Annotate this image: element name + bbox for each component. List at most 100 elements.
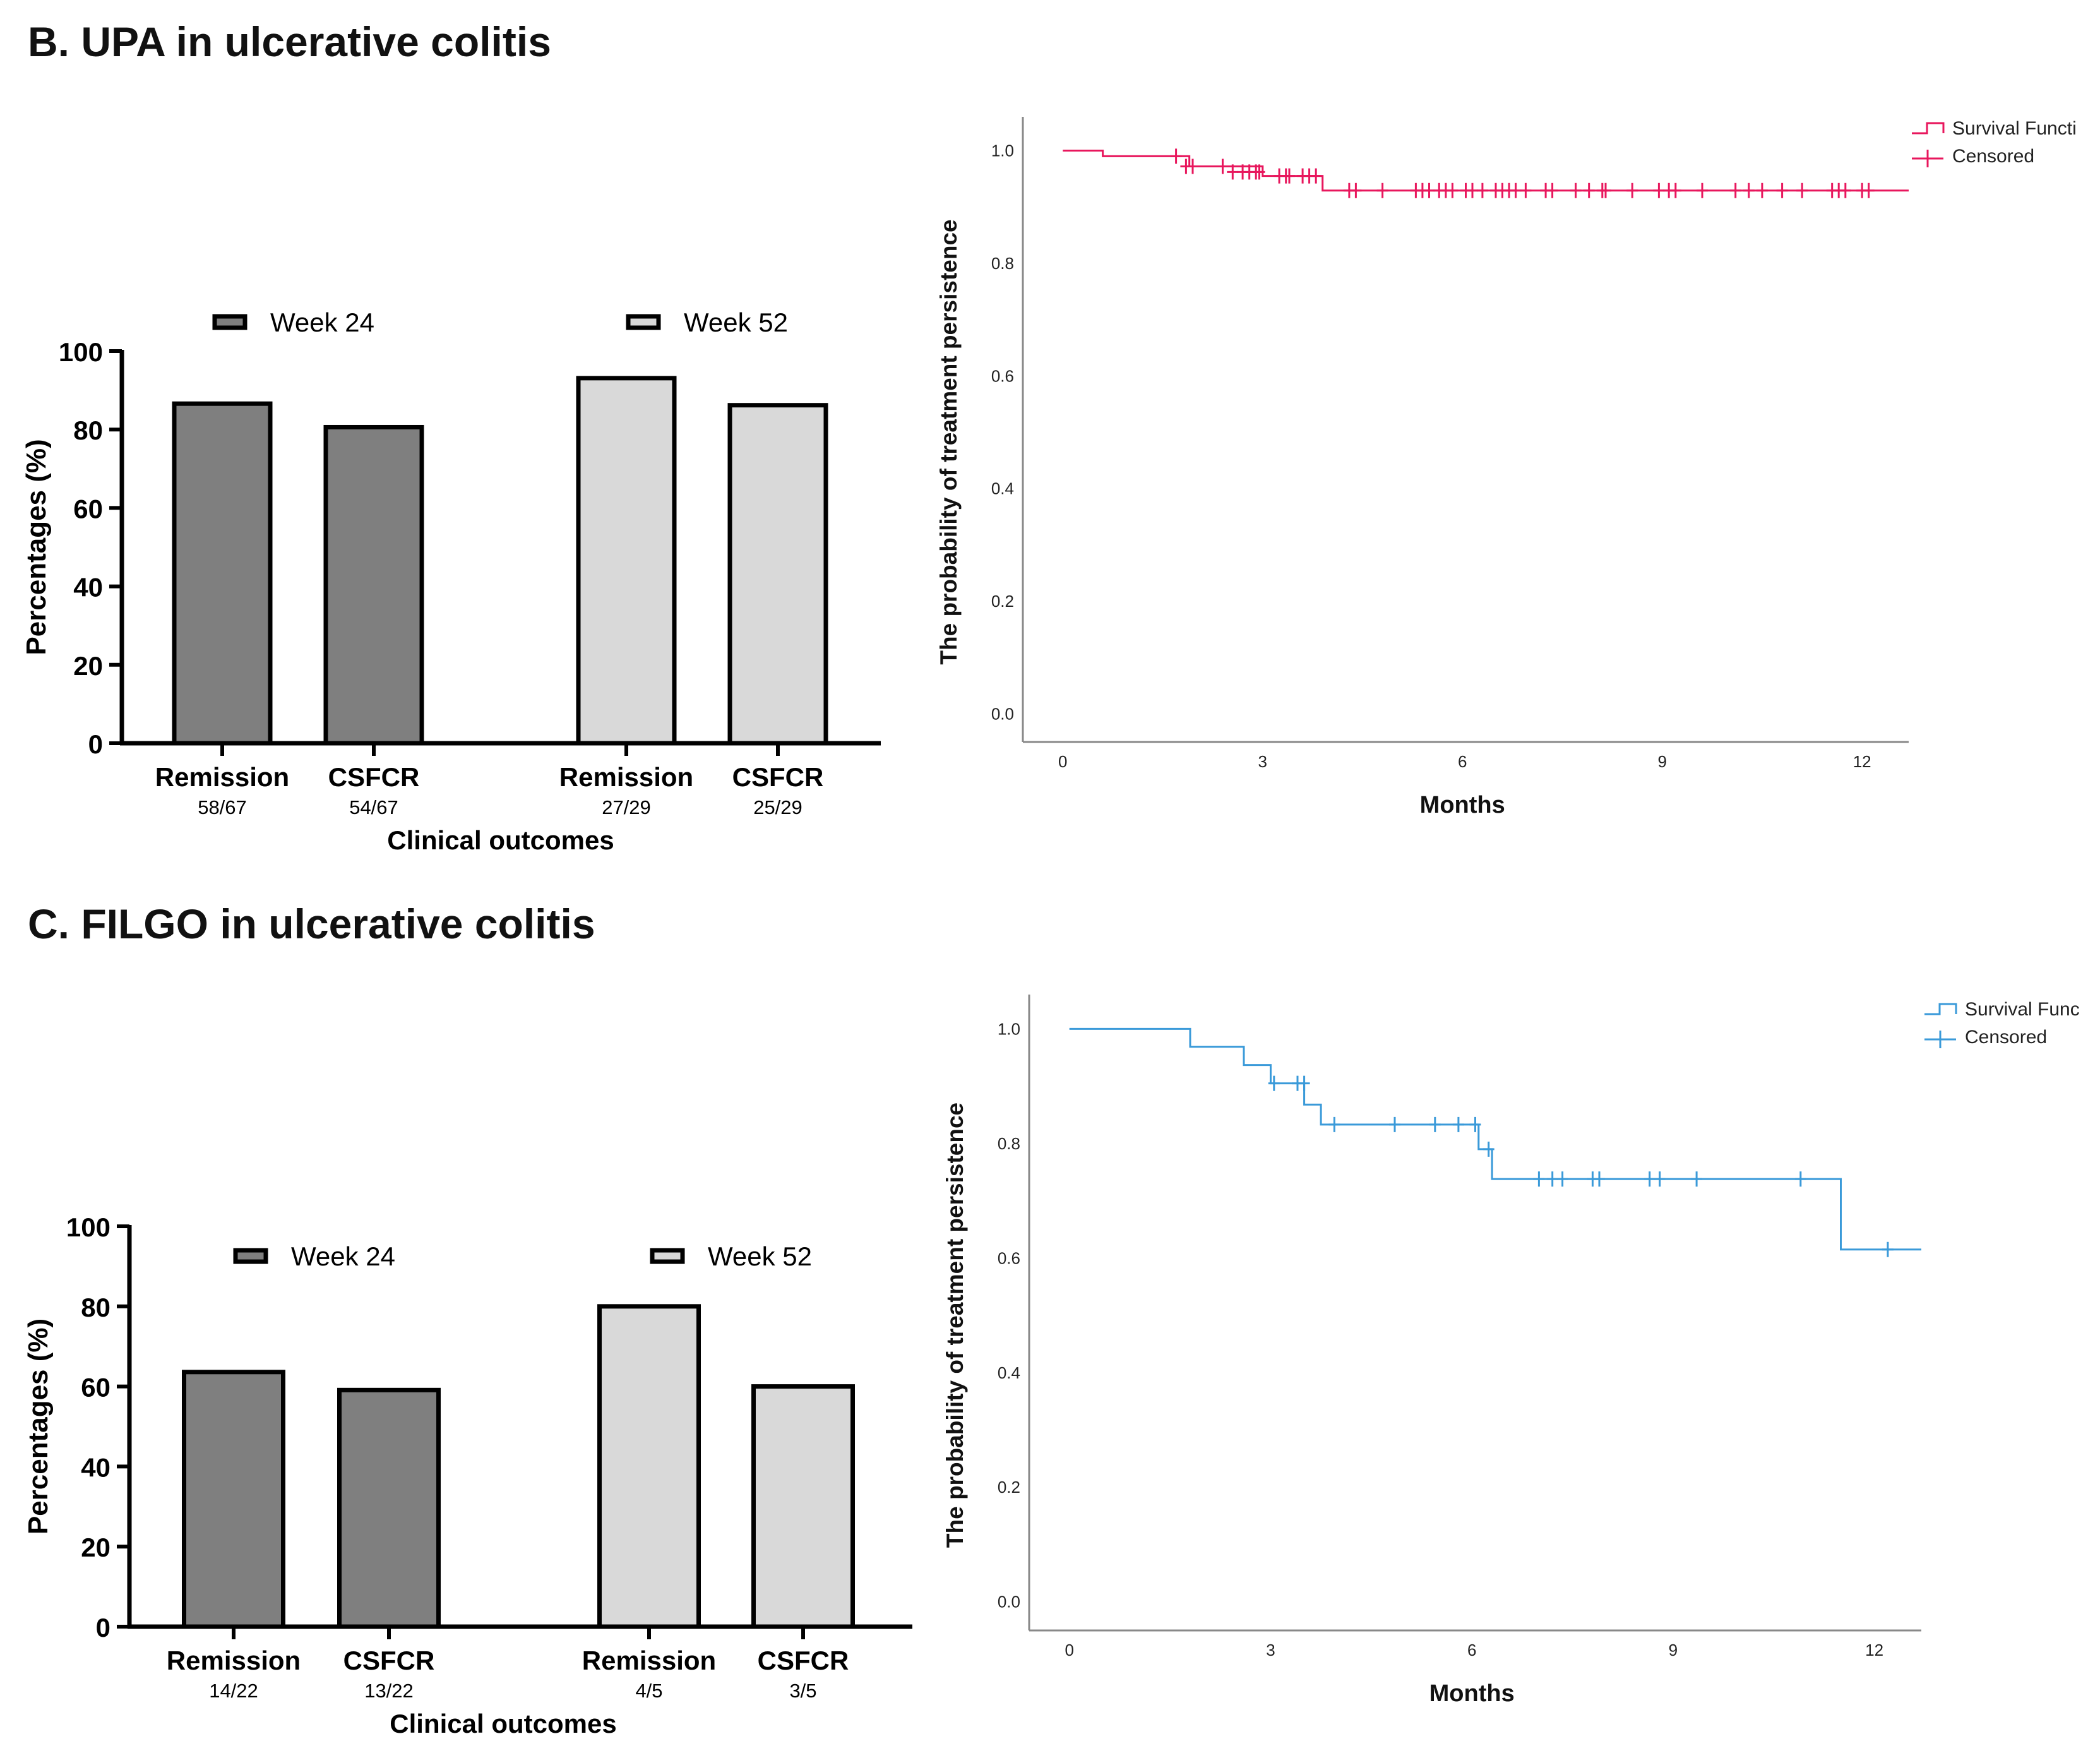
censored-mark [1350,182,1362,198]
censored-mark [1546,1171,1558,1187]
y-tick-label: 0.0 [991,704,1014,723]
x-tick-label: 12 [1865,1641,1883,1659]
x-tick-label: 12 [1853,752,1871,771]
censored-mark [1594,1171,1605,1187]
censored-mark [1268,1075,1280,1091]
legend-label: Censored [1965,1027,2047,1048]
y-tick-label: 0.6 [991,366,1014,385]
censored-mark [1653,182,1665,198]
censored-mark [1476,182,1488,198]
bar-category-label: Remission [155,762,289,792]
censored-mark [1863,182,1875,198]
x-axis-label: Months [1429,1680,1515,1707]
bar-category-label: CSFCR [328,762,420,792]
bar-count-label: 3/5 [789,1680,816,1702]
bar-count-label: 25/29 [753,796,802,818]
y-tick-label: 0.4 [991,479,1014,498]
censored-mark [1389,1116,1400,1132]
censored-mark [1217,158,1229,174]
bar-category-label: CSFCR [758,1646,849,1675]
censored-mark [1882,1241,1894,1257]
panel-b-title: B. UPA in ulcerative colitis [28,18,551,65]
censored-mark [1556,1171,1568,1187]
censored-mark [1691,1171,1703,1187]
bar-count-label: 58/67 [198,796,247,818]
censored-mark [1510,182,1522,198]
survival-step-line [1069,1027,1921,1251]
censored-mark [1447,182,1459,198]
y-tick-label: 100 [59,337,103,367]
bar [172,401,273,746]
y-tick-label: 0.2 [998,1478,1020,1497]
y-tick-label: 20 [81,1533,110,1562]
y-tick-label: 80 [73,416,103,445]
y-axis-label: The probability of treatment persistence [942,1103,968,1548]
bar-category-label: Remission [167,1646,301,1675]
bar [323,424,424,746]
censored-mark [1794,1171,1806,1187]
x-tick-label: 6 [1467,1641,1476,1659]
y-tick-label: 100 [66,1212,110,1242]
x-axis-label: Clinical outcomes [390,1709,616,1738]
legend-swatch [212,314,248,330]
legend-label: Censored [1952,146,2034,167]
censored-mark [1729,182,1741,198]
y-tick-label: 80 [81,1293,110,1322]
censored-mark [1253,164,1265,180]
bar-count-label: 54/67 [349,796,398,818]
x-tick-label: 9 [1669,1641,1678,1659]
censored-mark [1697,182,1708,198]
panel-c-title: C. FILGO in ulcerative colitis [28,900,595,947]
y-tick-label: 60 [81,1373,110,1402]
legend-swatch [626,314,661,330]
legend-label: Week 52 [684,308,788,337]
censored-mark [1743,182,1755,198]
x-tick-label: 3 [1266,1641,1275,1659]
x-axis-label: Clinical outcomes [387,825,614,855]
legend-label: Week 24 [291,1241,395,1271]
x-tick-label: 3 [1258,752,1267,771]
censored-mark [1376,182,1388,198]
bar-category-label: Remission [559,762,693,792]
bar [727,403,828,746]
censored-mark [1298,1075,1310,1091]
y-axis-label: Percentages (%) [21,439,52,655]
censored-mark [1533,1171,1545,1187]
legend-label: Survival Functi [1952,118,2077,139]
y-tick-label: 40 [73,573,103,602]
legend-label: Week 52 [708,1241,812,1271]
legend-swatch [233,1248,268,1264]
legend-survival-swatch [1924,1003,1957,1015]
bar [182,1370,285,1629]
y-tick-label: 1.0 [998,1019,1020,1038]
x-tick-label: 0 [1058,752,1067,771]
censored-mark [1600,182,1611,198]
censored-mark [1284,168,1295,184]
x-tick-label: 0 [1065,1641,1074,1659]
censored-mark [1570,182,1582,198]
legend-label: Week 24 [270,308,374,337]
bar-count-label: 27/29 [602,796,651,818]
y-axis-label: The probability of treatment persistence [936,219,962,664]
y-tick-label: 20 [73,651,103,681]
legend-censored-swatch [1924,1031,1956,1048]
censored-mark [1546,182,1558,198]
censored-mark [1310,168,1322,184]
censored-mark [1227,164,1239,180]
censored-mark [1452,1116,1464,1132]
bar-count-label: 14/22 [209,1680,258,1702]
censored-mark [1429,1116,1441,1132]
bar-category-label: CSFCR [732,762,824,792]
x-tick-label: 9 [1657,752,1666,771]
x-tick-label: 6 [1458,752,1467,771]
y-tick-label: 0.6 [998,1248,1020,1267]
censored-mark [1756,182,1768,198]
y-tick-label: 40 [81,1452,110,1482]
y-tick-label: 60 [73,494,103,523]
legend-label: Survival Func [1965,999,2080,1020]
bar-count-label: 13/22 [364,1680,414,1702]
censored-mark [1796,182,1808,198]
bar [337,1387,441,1629]
censored-mark [1328,1116,1340,1132]
censored-mark [1776,182,1788,198]
